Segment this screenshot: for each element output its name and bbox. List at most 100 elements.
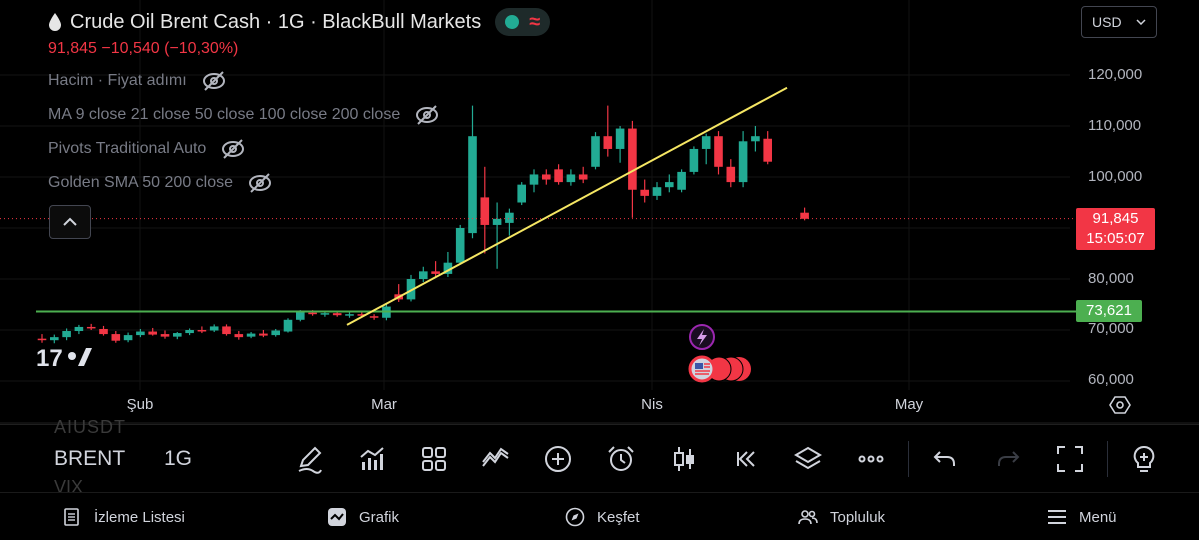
- oil-drop-icon: [49, 13, 61, 31]
- bottom-navigation: İzleme Listesi Grafik Keşfet Topluluk Me…: [0, 492, 1199, 540]
- candle: [50, 334, 59, 344]
- nav-label: İzleme Listesi: [94, 508, 185, 526]
- candle: [173, 332, 182, 340]
- chart-toolbar: AIUSDT BRENT VIX 1G: [0, 417, 1199, 497]
- candle: [345, 312, 354, 318]
- candle: [566, 169, 576, 186]
- nav-chart[interactable]: Grafik: [327, 493, 399, 540]
- candles-icon[interactable]: [669, 444, 699, 474]
- chart-settings-icon[interactable]: [1109, 394, 1131, 416]
- lightning-event-icon[interactable]: [689, 324, 715, 350]
- trendline[interactable]: [346, 86, 788, 326]
- more-icon[interactable]: [856, 444, 886, 474]
- grid-icon[interactable]: [419, 444, 449, 474]
- layers-icon[interactable]: [793, 444, 823, 474]
- indicator-pivots[interactable]: Pivots Traditional Auto: [48, 138, 246, 160]
- candle: [148, 327, 157, 336]
- candle: [505, 208, 514, 236]
- price-tick: 100,000: [1088, 168, 1143, 185]
- candle: [259, 330, 268, 338]
- current-price-value: 91,845: [1092, 210, 1139, 227]
- nav-community[interactable]: Topluluk: [798, 493, 885, 540]
- nav-label: Grafik: [359, 508, 400, 526]
- candle: [443, 251, 453, 277]
- alarm-icon[interactable]: [606, 444, 636, 474]
- symbol-selector[interactable]: BRENT: [54, 447, 126, 470]
- candle: [640, 179, 649, 203]
- watchlist-icon: [64, 508, 79, 526]
- replay-icon[interactable]: [731, 444, 761, 474]
- candle: [419, 266, 428, 283]
- undo-icon[interactable]: [930, 444, 960, 474]
- eye-off-icon[interactable]: [247, 172, 273, 194]
- candle: [468, 105, 477, 239]
- symbol-title[interactable]: Crude Oil Brent Cash · 1G · BlackBull Ma…: [70, 10, 482, 33]
- nav-label: Topluluk: [830, 508, 886, 526]
- candle: [197, 326, 207, 334]
- price-change: 91,845 −10,540 (−10,30%): [48, 40, 239, 57]
- candle: [74, 324, 84, 335]
- redo-icon[interactable]: [993, 444, 1023, 474]
- drawing-tools-icon[interactable]: [481, 444, 511, 474]
- candle: [160, 330, 170, 339]
- pencil-icon[interactable]: [295, 444, 325, 474]
- candle: [714, 131, 723, 175]
- price-chart[interactable]: 17: [0, 0, 1199, 424]
- nav-watchlist[interactable]: İzleme Listesi: [62, 493, 185, 540]
- candle: [222, 324, 231, 336]
- us-flag-events-icon[interactable]: [688, 355, 751, 383]
- indicators-icon[interactable]: [357, 444, 387, 474]
- candle: [554, 164, 563, 185]
- chart-header: Crude Oil Brent Cash · 1G · BlackBull Ma…: [48, 8, 551, 58]
- currency-label: USD: [1092, 14, 1122, 30]
- idea-icon[interactable]: [1129, 444, 1159, 474]
- chevron-down-icon: [1136, 19, 1146, 25]
- candle: [628, 120, 637, 218]
- candle: [751, 126, 760, 152]
- candle: [123, 332, 133, 343]
- symbol-prev[interactable]: AIUSDT: [54, 417, 127, 437]
- candle: [246, 332, 256, 339]
- indicator-label: Pivots Traditional Auto: [48, 140, 207, 157]
- candle: [615, 126, 625, 163]
- chart-icon: [328, 508, 346, 526]
- currency-select[interactable]: USD: [1081, 6, 1157, 38]
- candle: [209, 324, 219, 333]
- candle: [455, 224, 465, 265]
- nav-explore[interactable]: Keşfet: [565, 493, 640, 540]
- candle: [185, 328, 194, 336]
- time-tick: Nis: [641, 396, 663, 413]
- chart-area[interactable]: 17 Crude Oil Brent Cash · 1G · BlackBull…: [0, 0, 1199, 424]
- candle: [689, 146, 699, 175]
- compass-icon: [565, 507, 585, 527]
- candle: [701, 133, 711, 165]
- eye-off-icon[interactable]: [414, 104, 440, 126]
- candle: [369, 314, 379, 320]
- candle: [603, 105, 613, 157]
- market-status-pill[interactable]: ≈: [495, 8, 551, 36]
- candle: [111, 331, 121, 343]
- candle: [726, 159, 736, 188]
- candle: [431, 261, 440, 277]
- current-price-tag: 91,845 15:05:07: [1076, 208, 1155, 250]
- eye-off-icon[interactable]: [201, 70, 227, 92]
- indicator-ma[interactable]: MA 9 close 21 close 50 close 100 close 2…: [48, 104, 440, 126]
- indicator-golden-sma[interactable]: Golden SMA 50 200 close: [48, 172, 273, 194]
- nav-label: Menü: [1079, 508, 1117, 526]
- data-delay-icon: ≈: [529, 10, 541, 33]
- eye-off-icon[interactable]: [220, 138, 246, 160]
- indicator-label: MA 9 close 21 close 50 close 100 close 2…: [48, 106, 401, 123]
- interval-selector[interactable]: 1G: [164, 447, 193, 470]
- chevron-up-icon: [63, 217, 77, 226]
- fullscreen-icon[interactable]: [1055, 444, 1085, 474]
- candle: [665, 174, 674, 193]
- collapse-legend-button[interactable]: [49, 205, 91, 239]
- hamburger-menu-icon: [1048, 510, 1066, 524]
- candle: [283, 318, 293, 333]
- indicator-volume[interactable]: Hacim · Fiyat adımı: [48, 70, 227, 92]
- candle: [492, 202, 502, 269]
- plus-circle-icon[interactable]: [543, 444, 573, 474]
- toolbar-divider: [1107, 441, 1108, 477]
- nav-menu[interactable]: Menü: [1047, 493, 1117, 540]
- time-tick: Mar: [371, 396, 397, 413]
